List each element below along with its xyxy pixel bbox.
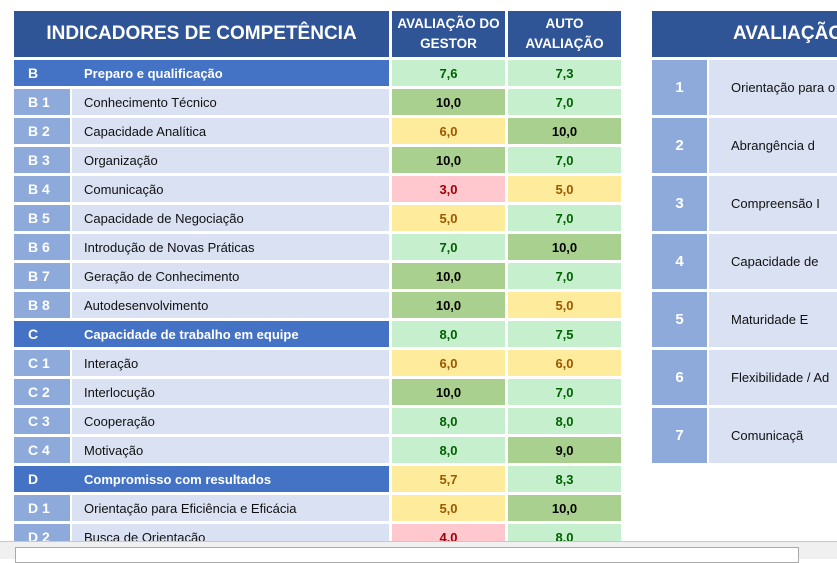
formula-input[interactable] — [15, 547, 799, 563]
evaluation-label[interactable]: Maturidade E — [709, 292, 837, 347]
evaluation-code[interactable]: 6 — [652, 350, 707, 405]
indicators-header: INDICADORES DE COMPETÊNCIA — [14, 11, 389, 57]
row-label[interactable]: Interlocução — [72, 379, 389, 405]
row-code: D — [28, 471, 39, 487]
gestor-score[interactable]: 10,0 — [392, 147, 505, 173]
auto-score[interactable]: 7,0 — [508, 147, 621, 173]
evaluation-label[interactable]: Comunicaçã — [709, 408, 837, 463]
gestor-score[interactable]: 7,6 — [392, 60, 505, 86]
auto-column-header: AUTO AVALIAÇÃO — [508, 11, 621, 57]
row-label[interactable]: Introdução de Novas Práticas — [72, 234, 389, 260]
auto-score[interactable]: 5,0 — [508, 292, 621, 318]
row-label: Capacidade de trabalho em equipe — [84, 326, 299, 342]
gestor-score[interactable]: 10,0 — [392, 292, 505, 318]
gestor-score[interactable]: 10,0 — [392, 379, 505, 405]
evaluation-label[interactable]: Flexibilidade / Ad — [709, 350, 837, 405]
auto-score[interactable]: 10,0 — [508, 495, 621, 521]
row-code[interactable]: B 3 — [14, 147, 70, 173]
row-label: Compromisso com resultados — [84, 471, 272, 487]
row-label[interactable]: Capacidade de Negociação — [72, 205, 389, 231]
row-code[interactable]: C 2 — [14, 379, 70, 405]
evaluation-header: AVALIAÇÃO — [652, 11, 837, 57]
gestor-score[interactable]: 10,0 — [392, 89, 505, 115]
group-cell[interactable] — [14, 60, 389, 86]
row-code[interactable]: B 6 — [14, 234, 70, 260]
group-cell[interactable] — [14, 321, 389, 347]
row-code[interactable]: C 1 — [14, 350, 70, 376]
auto-score[interactable]: 5,0 — [508, 176, 621, 202]
gestor-score[interactable]: 6,0 — [392, 350, 505, 376]
row-code[interactable]: C 3 — [14, 408, 70, 434]
gestor-score[interactable]: 5,0 — [392, 495, 505, 521]
evaluation-code[interactable]: 1 — [652, 60, 707, 115]
row-code[interactable]: B 7 — [14, 263, 70, 289]
row-code[interactable]: D 1 — [14, 495, 70, 521]
row-label[interactable]: Cooperação — [72, 408, 389, 434]
auto-score[interactable]: 7,0 — [508, 89, 621, 115]
evaluation-label[interactable]: Capacidade de — [709, 234, 837, 289]
gestor-score[interactable]: 8,0 — [392, 408, 505, 434]
auto-score[interactable]: 7,3 — [508, 60, 621, 86]
gestor-score[interactable]: 8,0 — [392, 437, 505, 463]
group-cell[interactable] — [14, 466, 389, 492]
auto-score[interactable]: 7,0 — [508, 379, 621, 405]
gestor-score[interactable]: 6,0 — [392, 118, 505, 144]
auto-score[interactable]: 8,3 — [508, 466, 621, 492]
gestor-column-header: AVALIAÇÃO DO GESTOR — [392, 11, 505, 57]
auto-score[interactable]: 7,0 — [508, 263, 621, 289]
row-label[interactable]: Conhecimento Técnico — [72, 89, 389, 115]
status-bar — [0, 541, 837, 563]
auto-score[interactable]: 10,0 — [508, 118, 621, 144]
row-label[interactable]: Organização — [72, 147, 389, 173]
row-label: Preparo e qualificação — [84, 65, 223, 81]
row-code[interactable]: B 1 — [14, 89, 70, 115]
row-label[interactable]: Interação — [72, 350, 389, 376]
auto-score[interactable]: 9,0 — [508, 437, 621, 463]
row-code[interactable]: B 4 — [14, 176, 70, 202]
row-code[interactable]: B 8 — [14, 292, 70, 318]
evaluation-code[interactable]: 2 — [652, 118, 707, 173]
auto-score[interactable]: 7,5 — [508, 321, 621, 347]
gestor-score[interactable]: 8,0 — [392, 321, 505, 347]
row-code: C — [28, 326, 39, 342]
gestor-score[interactable]: 7,0 — [392, 234, 505, 260]
gestor-score[interactable]: 5,0 — [392, 205, 505, 231]
row-label[interactable]: Capacidade Analítica — [72, 118, 389, 144]
row-code[interactable]: C 4 — [14, 437, 70, 463]
evaluation-code[interactable]: 5 — [652, 292, 707, 347]
row-label[interactable]: Autodesenvolvimento — [72, 292, 389, 318]
auto-score[interactable]: 10,0 — [508, 234, 621, 260]
evaluation-label[interactable]: Abrangência d — [709, 118, 837, 173]
gestor-score[interactable]: 3,0 — [392, 176, 505, 202]
row-code[interactable]: B 2 — [14, 118, 70, 144]
gestor-score[interactable]: 10,0 — [392, 263, 505, 289]
evaluation-label[interactable]: Orientação para o — [709, 60, 837, 115]
gestor-score[interactable]: 5,7 — [392, 466, 505, 492]
row-label[interactable]: Comunicação — [72, 176, 389, 202]
evaluation-code[interactable]: 3 — [652, 176, 707, 231]
row-label[interactable]: Motivação — [72, 437, 389, 463]
evaluation-code[interactable]: 4 — [652, 234, 707, 289]
row-label[interactable]: Geração de Conhecimento — [72, 263, 389, 289]
evaluation-label[interactable]: Compreensão I — [709, 176, 837, 231]
row-code[interactable]: B 5 — [14, 205, 70, 231]
auto-score[interactable]: 8,0 — [508, 408, 621, 434]
row-code: B — [28, 65, 39, 81]
evaluation-code[interactable]: 7 — [652, 408, 707, 463]
auto-score[interactable]: 6,0 — [508, 350, 621, 376]
auto-score[interactable]: 7,0 — [508, 205, 621, 231]
row-label[interactable]: Orientação para Eficiência e Eficácia — [72, 495, 389, 521]
